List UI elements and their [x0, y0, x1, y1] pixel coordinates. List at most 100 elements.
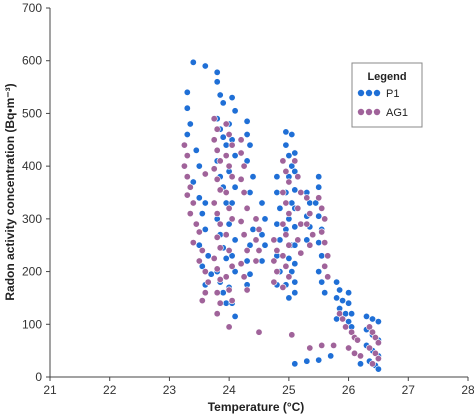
data-point-p1: [219, 289, 227, 297]
data-point-p1: [303, 236, 311, 244]
data-point-ag1: [228, 262, 236, 270]
data-point-p1: [291, 223, 299, 231]
data-point-p1: [219, 133, 227, 141]
data-point-ag1: [285, 210, 293, 218]
data-point-ag1: [222, 189, 230, 197]
data-point-p1: [228, 199, 236, 207]
data-point-p1: [228, 252, 236, 260]
data-point-p1: [195, 241, 203, 249]
data-point-ag1: [339, 315, 347, 323]
legend-box: [351, 62, 423, 128]
data-point-ag1: [237, 149, 245, 157]
data-point-p1: [201, 199, 209, 207]
data-point-p1: [201, 62, 209, 70]
data-point-ag1: [371, 349, 379, 357]
y-tick-label: 0: [35, 370, 42, 384]
data-point-ag1: [243, 286, 251, 294]
data-point-ag1: [243, 204, 251, 212]
data-point-ag1: [273, 247, 281, 255]
data-point-p1: [183, 88, 191, 96]
data-point-ag1: [324, 252, 332, 260]
data-point-ag1: [255, 225, 263, 233]
legend-marker-p1: [373, 89, 381, 97]
data-point-p1: [339, 297, 347, 305]
data-point-ag1: [210, 165, 218, 173]
data-point-ag1: [222, 120, 230, 128]
data-point-ag1: [240, 162, 248, 170]
data-point-ag1: [210, 199, 218, 207]
data-point-p1: [345, 289, 353, 297]
data-point-p1: [186, 120, 194, 128]
data-point-ag1: [201, 268, 209, 276]
data-point-ag1: [318, 204, 326, 212]
data-point-ag1: [282, 262, 290, 270]
data-point-p1: [183, 104, 191, 112]
data-point-ag1: [374, 355, 382, 363]
data-point-p1: [318, 278, 326, 286]
data-point-ag1: [321, 262, 329, 270]
data-point-ag1: [213, 233, 221, 241]
data-point-ag1: [195, 257, 203, 265]
data-point-ag1: [240, 189, 248, 197]
data-point-ag1: [252, 257, 260, 265]
data-point-p1: [288, 268, 296, 276]
data-point-ag1: [365, 344, 373, 352]
data-point-p1: [231, 312, 239, 320]
data-point-ag1: [315, 194, 323, 202]
data-point-ag1: [186, 183, 194, 191]
data-point-p1: [225, 220, 233, 228]
data-point-ag1: [213, 210, 221, 218]
y-tick-label: 600: [22, 54, 42, 68]
data-point-p1: [243, 157, 251, 165]
legend-marker-ag1: [357, 108, 365, 116]
data-point-ag1: [282, 167, 290, 175]
data-point-p1: [189, 58, 197, 66]
data-point-p1: [312, 199, 320, 207]
data-point-p1: [246, 189, 254, 197]
data-point-ag1: [297, 189, 305, 197]
data-point-ag1: [228, 215, 236, 223]
data-point-ag1: [237, 136, 245, 144]
data-point-p1: [291, 260, 299, 268]
data-point-ag1: [222, 152, 230, 160]
x-tick-label: 25: [282, 383, 296, 397]
data-point-ag1: [306, 210, 314, 218]
data-point-ag1: [213, 125, 221, 133]
data-point-ag1: [213, 146, 221, 154]
data-points: [180, 58, 382, 373]
legend-marker-ag1: [365, 108, 373, 116]
data-point-ag1: [237, 260, 245, 268]
data-point-ag1: [279, 252, 287, 260]
data-point-p1: [282, 128, 290, 136]
data-point-ag1: [342, 323, 350, 331]
data-point-ag1: [189, 199, 197, 207]
data-point-p1: [291, 360, 299, 368]
data-point-p1: [348, 310, 356, 318]
data-point-p1: [285, 294, 293, 302]
data-point-ag1: [213, 310, 221, 318]
data-point-p1: [276, 236, 284, 244]
data-point-ag1: [195, 228, 203, 236]
x-axis-title: Temperature (°C): [208, 400, 305, 414]
data-point-p1: [258, 199, 266, 207]
data-point-ag1: [285, 241, 293, 249]
data-point-ag1: [228, 141, 236, 149]
data-point-ag1: [279, 157, 287, 165]
data-point-p1: [207, 270, 215, 278]
data-point-ag1: [225, 131, 233, 139]
data-point-ag1: [324, 273, 332, 281]
data-point-p1: [231, 152, 239, 160]
data-point-p1: [315, 173, 323, 181]
data-point-ag1: [279, 220, 287, 228]
y-axis-ticks: 0 100 200 300 400 500 600 700: [22, 1, 50, 384]
data-point-ag1: [180, 162, 188, 170]
data-point-ag1: [228, 297, 236, 305]
data-point-p1: [183, 131, 191, 139]
data-point-ag1: [330, 341, 338, 349]
data-point-ag1: [297, 220, 305, 228]
data-point-ag1: [285, 178, 293, 186]
data-point-ag1: [353, 336, 361, 344]
data-point-ag1: [213, 289, 221, 297]
legend-label-ag1: AG1: [386, 107, 408, 119]
data-point-p1: [249, 173, 257, 181]
